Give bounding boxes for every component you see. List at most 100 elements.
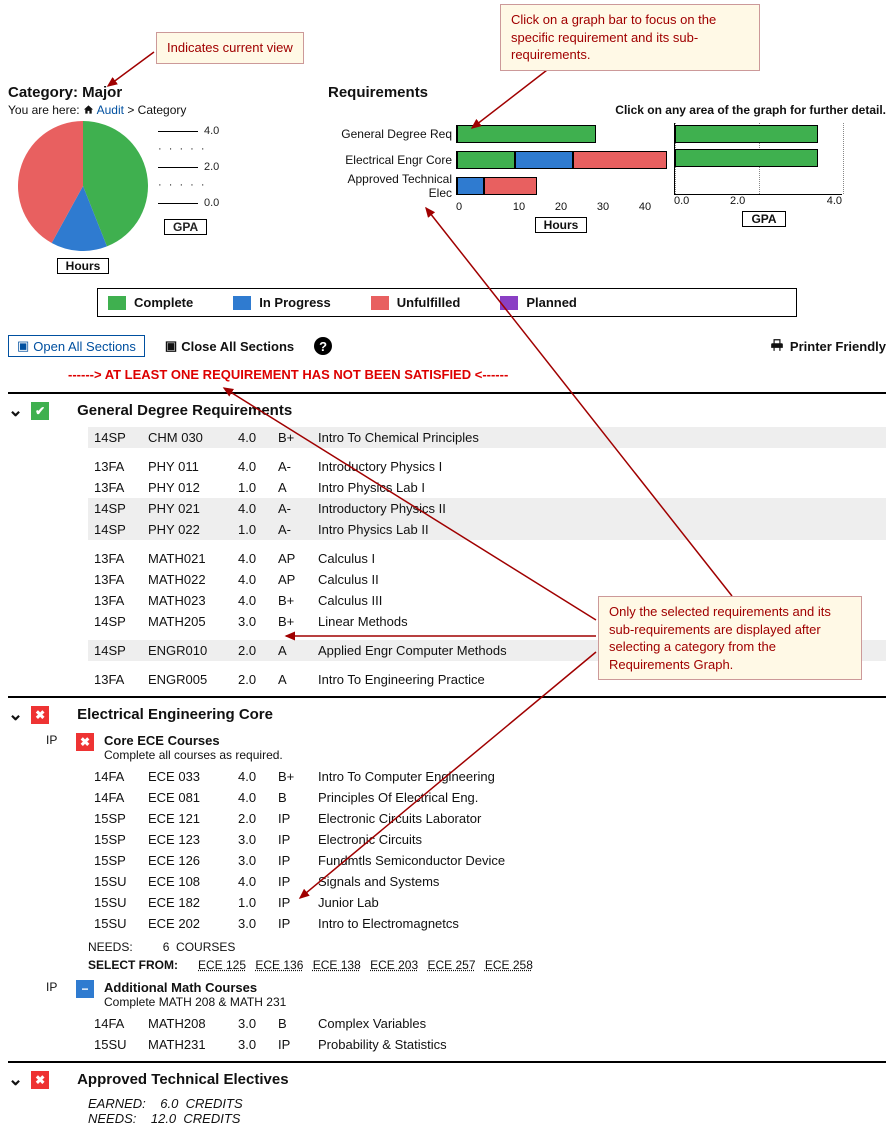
cell-grade: B	[272, 787, 312, 808]
table-row: 13FAMATH0214.0APCalculus I	[88, 548, 886, 569]
cell-name: Electronic Circuits	[312, 829, 886, 850]
chevron-down-icon[interactable]: ⌄	[8, 1069, 23, 1090]
bar-label: Approved Technical Elec	[328, 172, 456, 200]
cell-code: MATH208	[142, 1013, 232, 1034]
cell-cred: 1.0	[232, 519, 272, 540]
close-all-button[interactable]: ▣ Close All Sections	[165, 338, 294, 354]
gpa-tick-1: 2.0	[204, 161, 219, 173]
cell-code: MATH023	[142, 590, 232, 611]
cell-grade: IP	[272, 871, 312, 892]
cell-code: PHY 021	[142, 498, 232, 519]
select-course-link[interactable]: ECE 258	[485, 958, 533, 972]
cell-grade: IP	[272, 913, 312, 934]
cell-term: 14SP	[88, 498, 142, 519]
chevron-down-icon[interactable]: ⌄	[8, 400, 23, 421]
bar-segment[interactable]	[515, 151, 573, 169]
cell-name: Intro To Computer Engineering	[312, 766, 886, 787]
earned-label: EARNED:	[88, 1096, 146, 1111]
status-badge: ✖	[76, 733, 94, 751]
select-course-link[interactable]: ECE 257	[428, 958, 476, 972]
pie-caption: Hours	[57, 258, 110, 274]
table-row: 14FAECE 0334.0B+Intro To Computer Engine…	[88, 766, 886, 787]
breadcrumb-audit-link[interactable]: Audit	[97, 103, 124, 117]
cell-code: ECE 123	[142, 829, 232, 850]
table-row: 15SUECE 2023.0IPIntro to Electromagnetcs	[88, 913, 886, 934]
table-row: 15SUECE 1084.0IPSignals and Systems	[88, 871, 886, 892]
cell-code: CHM 030	[142, 427, 232, 448]
cell-cred: 2.0	[232, 669, 272, 690]
table-row: 13FAPHY 0121.0AIntro Physics Lab I	[88, 477, 886, 498]
cell-name: Fundmtls Semiconductor Device	[312, 850, 886, 871]
legend-swatch	[233, 296, 251, 310]
printer-label: Printer Friendly	[790, 339, 886, 354]
bar-segment[interactable]	[457, 151, 515, 169]
cell-code: ECE 182	[142, 892, 232, 913]
needs-unit: CREDITS	[183, 1111, 240, 1126]
cell-term: 13FA	[88, 569, 142, 590]
bar-segment[interactable]	[457, 177, 484, 195]
legend-item: In Progress	[233, 295, 331, 310]
cell-cred: 1.0	[232, 892, 272, 913]
callout-current-view: Indicates current view	[156, 32, 304, 64]
select-course-link[interactable]: ECE 136	[255, 958, 303, 972]
help-icon[interactable]: ?	[314, 337, 332, 355]
cell-term: 13FA	[88, 477, 142, 498]
breadcrumb-tail: > Category	[127, 103, 186, 117]
cell-code: ECE 121	[142, 808, 232, 829]
select-course-link[interactable]: ECE 203	[370, 958, 418, 972]
sub-title: Additional Math Courses	[104, 980, 286, 995]
pie-chart[interactable]	[18, 121, 148, 251]
chevron-down-icon[interactable]: ⌄	[8, 704, 23, 725]
cell-grade: B	[272, 1013, 312, 1034]
cell-cred: 4.0	[232, 569, 272, 590]
gpa-bar[interactable]	[675, 149, 818, 167]
gpa-bar[interactable]	[675, 125, 818, 143]
section-header[interactable]: ⌄✖Approved Technical Electives	[8, 1069, 886, 1090]
cell-term: 14SP	[88, 427, 142, 448]
table-row: 14SPPHY 0214.0A-Introductory Physics II	[88, 498, 886, 519]
cell-cred: 4.0	[232, 590, 272, 611]
cell-name: Introductory Physics II	[312, 498, 886, 519]
bar-label: General Degree Req	[328, 127, 456, 141]
cell-cred: 3.0	[232, 611, 272, 632]
table-row: 15SPECE 1263.0IPFundmtls Semiconductor D…	[88, 850, 886, 871]
section-title: General Degree Requirements	[77, 402, 292, 419]
cell-grade: IP	[272, 850, 312, 871]
table-row: 15SPECE 1233.0IPElectronic Circuits	[88, 829, 886, 850]
bar-segment[interactable]	[457, 125, 596, 143]
cell-name: Intro Physics Lab II	[312, 519, 886, 540]
cell-name: Intro To Chemical Principles	[312, 427, 886, 448]
cell-grade: B+	[272, 611, 312, 632]
select-course-link[interactable]: ECE 125	[198, 958, 246, 972]
section-header[interactable]: ⌄✔General Degree Requirements	[8, 400, 886, 421]
cell-grade: A	[272, 640, 312, 661]
section-header[interactable]: ⌄✖Electrical Engineering Core	[8, 704, 886, 725]
bar-segment[interactable]	[484, 177, 538, 195]
bar-segment[interactable]	[573, 151, 667, 169]
printer-friendly-button[interactable]: Printer Friendly	[770, 338, 886, 355]
cell-code: PHY 012	[142, 477, 232, 498]
table-row: 14SPPHY 0221.0A-Intro Physics Lab II	[88, 519, 886, 540]
cell-name: Calculus II	[312, 569, 886, 590]
table-row: 14FAMATH2083.0BComplex Variables	[88, 1013, 886, 1034]
cell-term: 14SP	[88, 611, 142, 632]
select-course-link[interactable]: ECE 138	[313, 958, 361, 972]
sub-desc: Complete MATH 208 & MATH 231	[104, 995, 286, 1009]
gpa-caption: GPA	[164, 219, 207, 235]
cell-cred: 3.0	[232, 913, 272, 934]
open-all-button[interactable]: ▣ Open All Sections	[8, 335, 145, 357]
cell-code: PHY 022	[142, 519, 232, 540]
cell-name: Introductory Physics I	[312, 456, 886, 477]
cell-cred: 4.0	[232, 871, 272, 892]
callout-filter: Only the selected requirements and its s…	[598, 596, 862, 680]
cell-cred: 4.0	[232, 498, 272, 519]
cell-name: Signals and Systems	[312, 871, 886, 892]
home-icon	[83, 103, 94, 117]
cell-grade: B+	[272, 766, 312, 787]
cell-grade: IP	[272, 892, 312, 913]
gpa-bar-chart[interactable]	[674, 123, 842, 195]
cell-cred: 3.0	[232, 829, 272, 850]
cell-name: Junior Lab	[312, 892, 886, 913]
hours-bar-chart[interactable]: General Degree ReqElectrical Engr CoreAp…	[328, 123, 666, 197]
cell-code: ECE 108	[142, 871, 232, 892]
